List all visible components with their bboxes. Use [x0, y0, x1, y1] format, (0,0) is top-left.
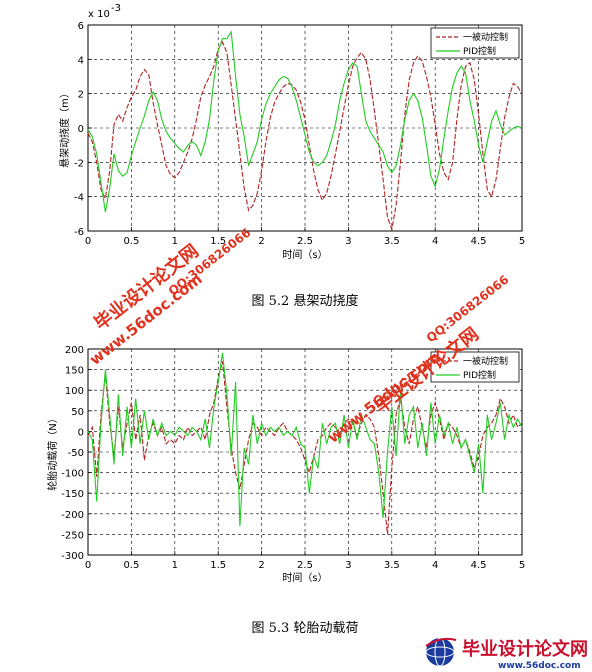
x-tick-label: 3.5 [384, 560, 400, 571]
y-tick-label: 0 [78, 124, 84, 135]
x-tick-labels: 0 0.5 1 1.5 2 2.5 3 3.5 4 4.5 5 [85, 236, 525, 247]
x-axis-label: 时间（s） [282, 571, 327, 584]
x-tick-label: 0 [85, 560, 91, 571]
series-line-pid [87, 30, 523, 213]
series-line-passive [87, 41, 523, 232]
x-tick-labels: 0 0.5 1 1.5 2 2.5 3 3.5 4 4.5 5 [85, 560, 525, 571]
x-tick-label: 1 [172, 236, 178, 247]
x-tick-label: 0.5 [123, 560, 139, 571]
series-layer [87, 353, 523, 535]
x-tick-label: 2.5 [297, 560, 313, 571]
y-tick-label: 150 [65, 366, 84, 377]
y-tick-label: -150 [61, 489, 84, 500]
x-tick-label: 2 [258, 236, 264, 247]
y-tick-label: -100 [61, 469, 84, 480]
y-tick-label: 200 [65, 345, 84, 356]
x-axis-label: 时间（s） [282, 248, 327, 261]
exponent-label: x 10 [88, 9, 110, 20]
legend: 一被动控制 PID控制 [430, 27, 520, 59]
y-tick-labels: -300 -250 -200 -150 -100 -50 0 50 100 150 200 [61, 345, 84, 562]
legend: 一被动控制 PID控制 [430, 351, 520, 383]
x-tick-label: 1.5 [210, 236, 226, 247]
x-tick-label: 5 [519, 560, 525, 571]
x-tick-label: 4.5 [471, 236, 487, 247]
y-tick-label: -250 [61, 530, 84, 541]
footer-site: www.56doc.com [498, 661, 581, 671]
x-tick-label: 2.5 [297, 236, 313, 247]
x-tick-label: 5 [519, 236, 525, 247]
footer-logo: 毕业设计论文网 www.56doc.com [425, 637, 588, 671]
y-tick-label: 50 [71, 407, 84, 418]
y-tick-label: -200 [61, 510, 84, 521]
y-axis-label: 悬架动挠度（m） [58, 88, 71, 168]
legend-pid-label: PID控制 [463, 369, 496, 381]
y-tick-label: 6 [78, 21, 84, 32]
footer-title: 毕业设计论文网 [462, 638, 588, 660]
x-tick-label: 0.5 [123, 236, 139, 247]
x-tick-label: 3 [345, 560, 351, 571]
y-tick-label: 0 [78, 427, 84, 438]
x-tick-label: 3 [345, 236, 351, 247]
x-tick-label: 4 [432, 560, 438, 571]
y-tick-label: -300 [61, 551, 84, 562]
legend-passive-label: 一被动控制 [463, 355, 508, 367]
legend-box [430, 351, 520, 383]
legend-passive-label: 一被动控制 [463, 31, 508, 43]
y-tick-label: 4 [78, 55, 84, 66]
y-tick-label: -6 [74, 227, 84, 238]
chart-suspension-deflection: 0 0.5 1 1.5 2 2.5 3 3.5 4 4.5 5 -6 -4 -2 0 2 4 6 x 10 -3… [58, 3, 525, 309]
chart-tire-dynamic-load: 0 0.5 1 1.5 2 2.5 3 3.5 4 4.5 5 -300 -250 -200 -150 -1… [46, 345, 525, 636]
figure-caption: 图 5.2 悬架动挠度 [252, 293, 359, 309]
legend-pid-label: PID控制 [463, 45, 496, 57]
series-layer [87, 30, 523, 232]
x-tick-label: 1.5 [210, 560, 226, 571]
y-tick-label: -50 [68, 448, 84, 459]
y-tick-label: -2 [74, 158, 84, 169]
y-tick-label: 100 [65, 386, 84, 397]
legend-box [430, 27, 520, 59]
y-tick-labels: -6 -4 -2 0 2 4 6 [74, 21, 84, 238]
x-tick-label: 0 [85, 236, 91, 247]
y-tick-label: -4 [74, 193, 84, 204]
series-line-passive [87, 361, 523, 535]
x-tick-label: 1 [172, 560, 178, 571]
x-tick-label: 2 [258, 560, 264, 571]
figure-caption: 图 5.3 轮胎动载荷 [252, 621, 359, 636]
globe-icon [425, 637, 457, 667]
x-tick-label: 3.5 [384, 236, 400, 247]
y-tick-label: 2 [78, 90, 84, 101]
series-line-pid [87, 353, 523, 527]
x-tick-label: 4.5 [471, 560, 487, 571]
y-axis-label: 轮胎动载荷（N） [46, 413, 59, 490]
x-tick-label: 4 [432, 236, 438, 247]
exponent-power: -3 [111, 3, 121, 14]
